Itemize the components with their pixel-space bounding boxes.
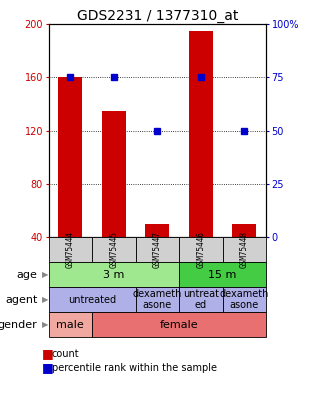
Text: ▶: ▶ xyxy=(42,295,48,304)
Text: GSM75448: GSM75448 xyxy=(240,231,249,268)
Text: ■: ■ xyxy=(42,361,54,374)
Bar xyxy=(189,31,213,237)
Bar xyxy=(49,237,92,262)
Bar xyxy=(179,287,223,312)
Text: GSM75444: GSM75444 xyxy=(66,231,75,268)
Text: 3 m: 3 m xyxy=(103,270,125,279)
Bar xyxy=(223,287,266,312)
Bar xyxy=(49,287,136,312)
Bar xyxy=(49,262,179,287)
Text: GSM75447: GSM75447 xyxy=(153,231,162,268)
Text: untreat
ed: untreat ed xyxy=(183,289,219,311)
Text: ■: ■ xyxy=(42,347,54,360)
Text: ▶: ▶ xyxy=(42,320,48,329)
Bar xyxy=(136,237,179,262)
Text: dexameth
asone: dexameth asone xyxy=(220,289,269,311)
Bar xyxy=(179,237,223,262)
Bar xyxy=(92,312,266,337)
Bar xyxy=(145,224,169,237)
Title: GDS2231 / 1377310_at: GDS2231 / 1377310_at xyxy=(77,9,238,23)
Text: GSM75445: GSM75445 xyxy=(109,231,118,268)
Bar xyxy=(102,111,126,237)
Text: ▶: ▶ xyxy=(42,270,48,279)
Text: untreated: untreated xyxy=(68,295,116,305)
Text: agent: agent xyxy=(5,295,38,305)
Text: GSM75446: GSM75446 xyxy=(196,231,205,268)
Text: gender: gender xyxy=(0,320,38,330)
Text: percentile rank within the sample: percentile rank within the sample xyxy=(52,363,217,373)
Text: male: male xyxy=(56,320,84,330)
Bar xyxy=(223,237,266,262)
Text: count: count xyxy=(52,349,79,358)
Bar xyxy=(58,77,82,237)
Text: female: female xyxy=(160,320,198,330)
Bar xyxy=(179,262,266,287)
Bar xyxy=(49,312,92,337)
Bar xyxy=(232,224,256,237)
Text: age: age xyxy=(17,270,38,279)
Text: 15 m: 15 m xyxy=(208,270,237,279)
Text: dexameth
asone: dexameth asone xyxy=(133,289,182,311)
Bar xyxy=(92,237,136,262)
Bar xyxy=(136,287,179,312)
